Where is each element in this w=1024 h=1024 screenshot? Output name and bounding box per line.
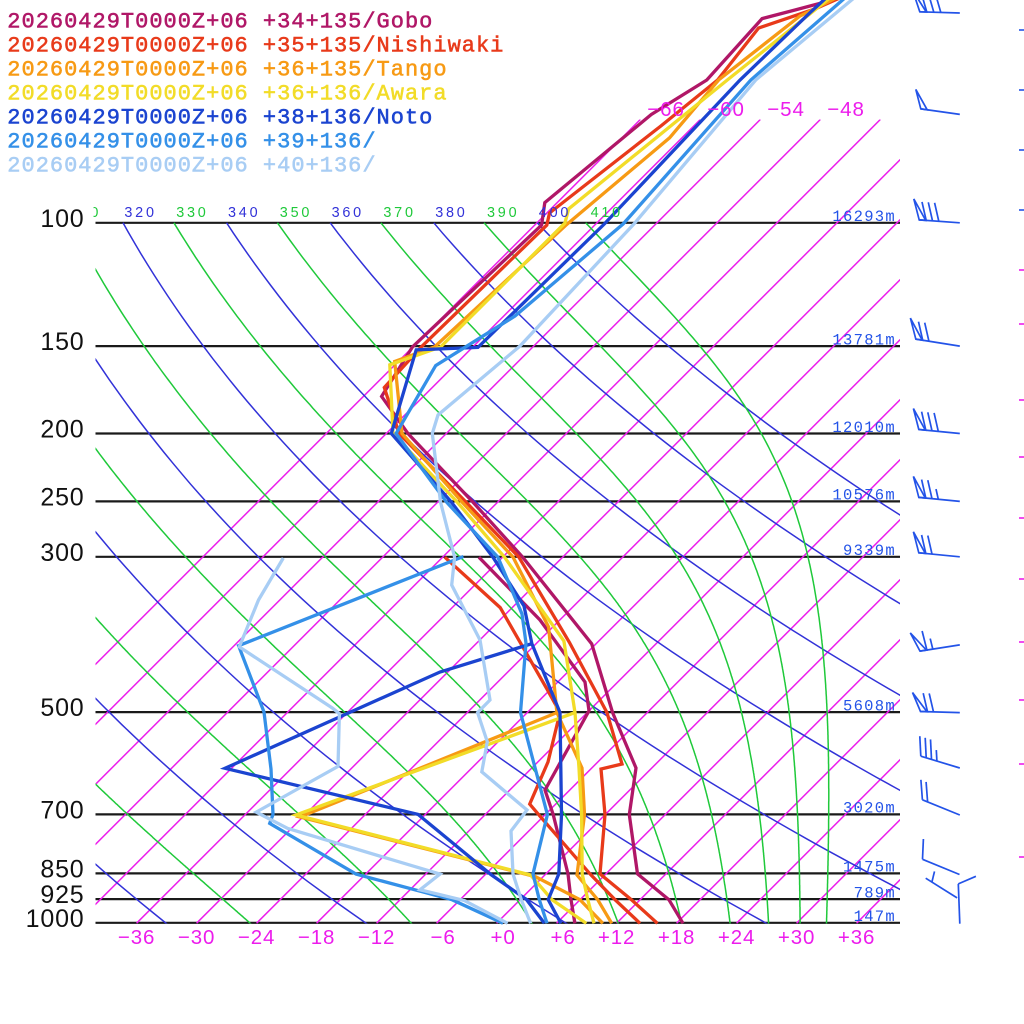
svg-text:+0: +0 xyxy=(491,926,516,949)
svg-text:400: 400 xyxy=(539,205,571,221)
svg-text:13781m: 13781m xyxy=(832,331,896,349)
svg-text:360: 360 xyxy=(332,205,364,221)
svg-text:20260429T0000Z+06 +39+136/: 20260429T0000Z+06 +39+136/ xyxy=(7,130,376,155)
svg-text:−66: −66 xyxy=(647,98,684,121)
svg-text:410: 410 xyxy=(591,205,623,221)
svg-text:−24: −24 xyxy=(238,926,275,949)
svg-text:−30: −30 xyxy=(178,926,215,949)
svg-text:250: 250 xyxy=(40,483,84,511)
svg-text:20260429T0000Z+06 +36+135/Tang: 20260429T0000Z+06 +36+135/Tango xyxy=(7,58,447,83)
svg-text:200: 200 xyxy=(40,416,84,444)
svg-text:320: 320 xyxy=(124,205,156,221)
svg-text:700: 700 xyxy=(40,796,84,824)
svg-text:350: 350 xyxy=(280,205,312,221)
svg-text:1000: 1000 xyxy=(26,905,85,933)
svg-text:9339m: 9339m xyxy=(843,542,896,560)
svg-text:3020m: 3020m xyxy=(843,800,896,818)
svg-text:5608m: 5608m xyxy=(843,697,896,715)
svg-text:150: 150 xyxy=(40,328,84,356)
svg-text:12010m: 12010m xyxy=(832,419,896,437)
svg-text:−36: −36 xyxy=(118,926,155,949)
svg-text:20260429T0000Z+06 +34+135/Gobo: 20260429T0000Z+06 +34+135/Gobo xyxy=(7,10,433,35)
svg-text:850: 850 xyxy=(40,855,84,883)
svg-text:300: 300 xyxy=(40,539,84,567)
svg-text:+18: +18 xyxy=(658,926,695,949)
svg-text:310: 310 xyxy=(69,205,101,221)
svg-text:20260429T0000Z+06 +35+135/Nish: 20260429T0000Z+06 +35+135/Nishiwaki xyxy=(7,34,504,59)
svg-text:−18: −18 xyxy=(298,926,335,949)
svg-text:20260429T0000Z+06 +36+136/Awar: 20260429T0000Z+06 +36+136/Awara xyxy=(7,82,447,107)
svg-text:20260429T0000Z+06 +40+136/: 20260429T0000Z+06 +40+136/ xyxy=(7,154,376,179)
svg-text:1475m: 1475m xyxy=(843,859,896,877)
svg-text:100: 100 xyxy=(40,205,84,233)
svg-text:−48: −48 xyxy=(827,98,864,121)
svg-text:+30: +30 xyxy=(778,926,815,949)
svg-text:330: 330 xyxy=(176,205,208,221)
svg-text:+36: +36 xyxy=(838,926,875,949)
svg-text:−60: −60 xyxy=(707,98,744,121)
svg-text:147m: 147m xyxy=(854,908,896,926)
svg-text:10576m: 10576m xyxy=(832,487,896,505)
svg-text:+12: +12 xyxy=(598,926,635,949)
svg-text:+24: +24 xyxy=(718,926,755,949)
svg-text:500: 500 xyxy=(40,694,84,722)
svg-text:−6: −6 xyxy=(431,926,456,949)
svg-text:370: 370 xyxy=(383,205,415,221)
svg-text:−54: −54 xyxy=(767,98,804,121)
svg-text:340: 340 xyxy=(228,205,260,221)
svg-text:380: 380 xyxy=(435,205,467,221)
svg-text:390: 390 xyxy=(487,205,519,221)
svg-text:+6: +6 xyxy=(551,926,576,949)
svg-text:16293m: 16293m xyxy=(832,208,896,226)
svg-text:−12: −12 xyxy=(358,926,395,949)
svg-text:789m: 789m xyxy=(854,884,896,902)
svg-text:925: 925 xyxy=(40,881,84,909)
svg-text:20260429T0000Z+06 +38+136/Noto: 20260429T0000Z+06 +38+136/Noto xyxy=(7,106,433,131)
